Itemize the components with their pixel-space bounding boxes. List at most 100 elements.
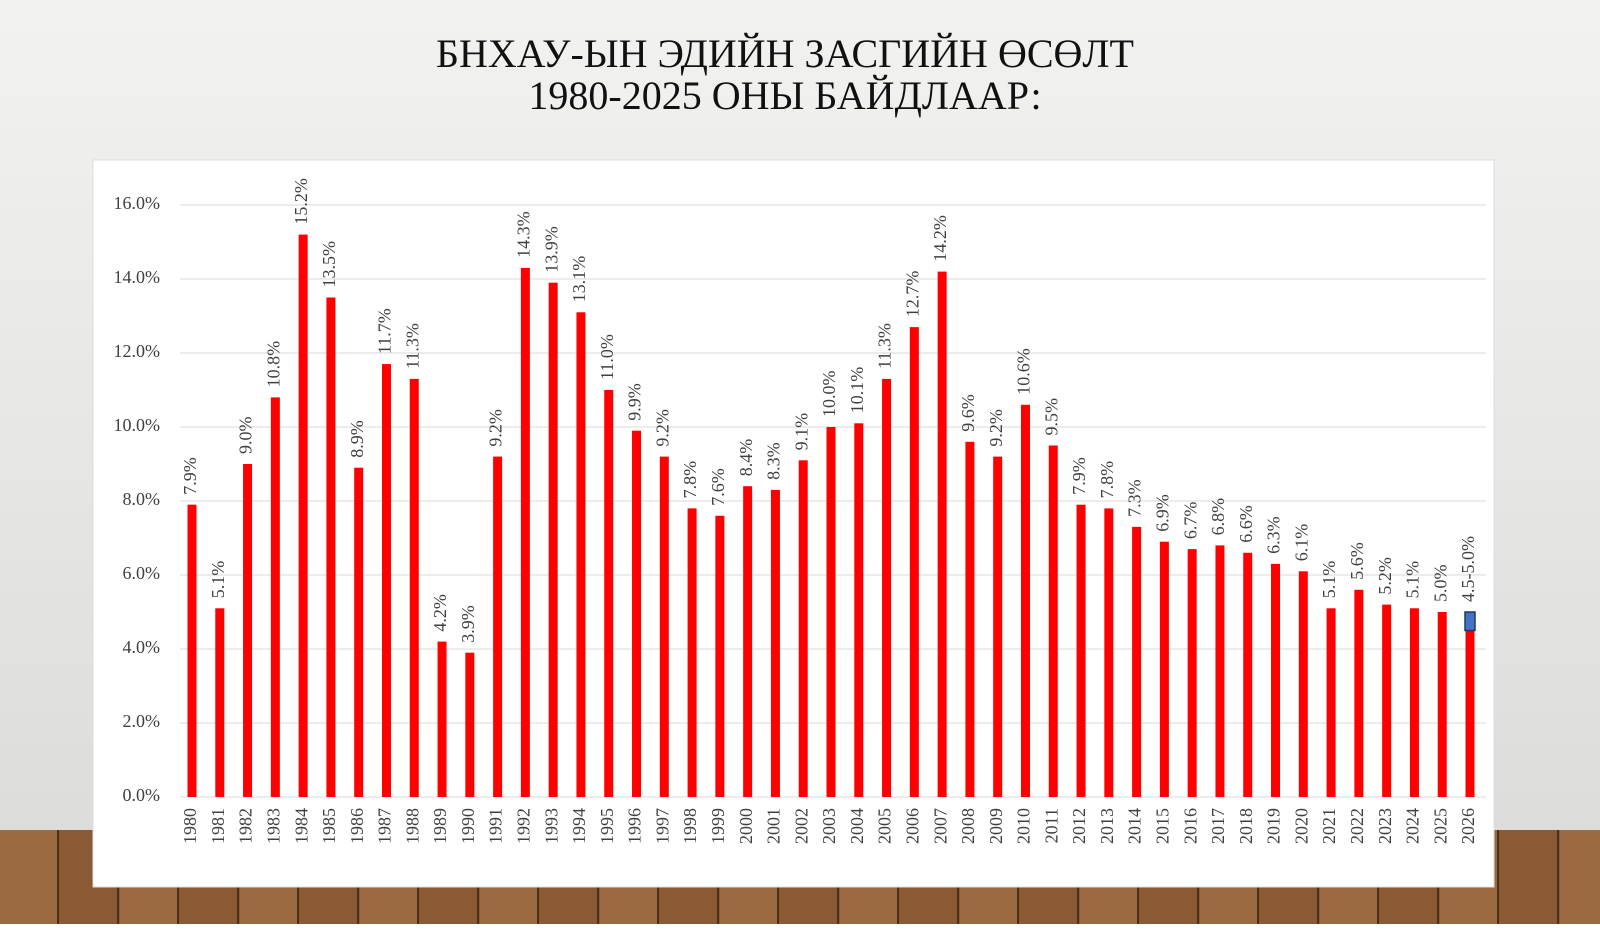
y-tick-label: 14.0% — [114, 267, 161, 287]
chart-subtitle: 1980-2025 ОНЫ БАЙДЛААР: — [528, 73, 1041, 118]
x-tick-label: 2008 — [958, 808, 978, 844]
value-label: 7.9% — [1069, 457, 1089, 495]
bar — [1298, 571, 1308, 797]
value-label: 5.1% — [1403, 561, 1423, 599]
value-label: 9.5% — [1041, 398, 1061, 436]
bar — [1048, 445, 1058, 797]
bar — [409, 378, 419, 797]
x-tick-label: 2005 — [875, 808, 895, 844]
x-tick-label: 1993 — [541, 808, 561, 844]
x-tick-label: 1992 — [514, 808, 534, 844]
x-tick-label: 2018 — [1236, 808, 1256, 844]
value-label: 9.1% — [791, 413, 811, 451]
x-tick-label: 1997 — [652, 808, 672, 844]
bar — [1159, 541, 1169, 797]
value-label: 5.1% — [1319, 561, 1339, 599]
x-tick-label: 1986 — [347, 808, 367, 844]
x-tick-label: 2023 — [1375, 808, 1395, 844]
x-tick-label: 2000 — [736, 808, 756, 844]
value-label: 9.6% — [958, 394, 978, 432]
bar — [687, 508, 697, 797]
value-label: 15.2% — [291, 178, 311, 225]
value-label: 6.9% — [1153, 494, 1173, 532]
bar — [1382, 604, 1392, 797]
bar — [354, 467, 364, 797]
bar — [1215, 545, 1225, 797]
value-label: 5.0% — [1430, 565, 1450, 603]
x-tick-label: 2025 — [1430, 808, 1450, 844]
value-label: 14.2% — [930, 215, 950, 262]
bar — [854, 423, 864, 797]
value-label: 7.6% — [708, 468, 728, 506]
value-label: 14.3% — [514, 211, 534, 258]
bar — [882, 378, 892, 797]
bar — [798, 460, 808, 797]
value-label: 7.8% — [1097, 461, 1117, 499]
bar — [1187, 549, 1197, 797]
x-tick-label: 2011 — [1041, 808, 1061, 843]
value-label: 9.9% — [625, 383, 645, 421]
bar — [909, 327, 919, 797]
bar — [770, 489, 780, 797]
value-label: 13.1% — [569, 256, 589, 303]
value-label: 9.2% — [486, 409, 506, 447]
y-tick-label: 0.0% — [123, 785, 161, 805]
bar — [743, 486, 753, 797]
x-tick-label: 1996 — [625, 808, 645, 844]
value-label: 10.6% — [1014, 348, 1034, 395]
x-tick-label: 1998 — [680, 808, 700, 844]
bar — [187, 504, 197, 797]
value-label: 11.3% — [402, 323, 422, 369]
bar — [659, 456, 669, 797]
value-label: 4.2% — [430, 594, 450, 632]
bar — [1104, 508, 1114, 797]
value-label: 8.3% — [764, 442, 784, 480]
y-tick-label: 8.0% — [123, 489, 161, 509]
bar — [715, 515, 725, 797]
value-label: 6.7% — [1180, 502, 1200, 540]
x-tick-label: 2001 — [764, 808, 784, 844]
x-tick-label: 1985 — [319, 808, 339, 844]
x-tick-label: 1980 — [180, 808, 200, 844]
bar — [1326, 608, 1336, 797]
value-label: 9.2% — [652, 409, 672, 447]
x-tick-label: 1999 — [708, 808, 728, 844]
bar — [1437, 612, 1447, 797]
bar — [1243, 552, 1253, 797]
bar — [1409, 608, 1419, 797]
x-tick-label: 2009 — [986, 808, 1006, 844]
x-tick-label: 1989 — [430, 808, 450, 844]
bar — [965, 441, 975, 797]
bar — [1271, 563, 1281, 797]
value-label: 4.5-5.0% — [1458, 536, 1478, 602]
bar — [381, 364, 391, 797]
y-tick-label: 12.0% — [114, 341, 161, 361]
range-box — [1464, 611, 1476, 632]
value-label: 11.3% — [875, 323, 895, 369]
value-label: 7.9% — [180, 457, 200, 495]
value-label: 13.9% — [541, 226, 561, 273]
x-tick-label: 2015 — [1153, 808, 1173, 844]
bar — [1354, 589, 1364, 797]
bar — [298, 234, 308, 798]
bar — [465, 652, 475, 797]
x-tick-label: 2006 — [902, 808, 922, 844]
bar — [604, 390, 614, 797]
value-label: 8.9% — [347, 420, 367, 458]
x-tick-label: 1982 — [236, 808, 256, 844]
value-label: 8.4% — [736, 439, 756, 477]
value-label: 10.1% — [847, 367, 867, 414]
y-tick-label: 2.0% — [123, 711, 161, 731]
value-label: 7.8% — [680, 461, 700, 499]
x-tick-label: 2017 — [1208, 808, 1228, 844]
value-label: 10.8% — [263, 341, 283, 388]
x-tick-label: 1984 — [291, 808, 311, 844]
y-tick-label: 6.0% — [123, 563, 161, 583]
x-tick-label: 2021 — [1319, 808, 1339, 844]
bar — [937, 271, 947, 798]
value-label: 6.8% — [1208, 498, 1228, 536]
value-label: 12.7% — [902, 271, 922, 318]
bar — [1132, 526, 1142, 797]
x-tick-label: 2019 — [1264, 808, 1284, 844]
